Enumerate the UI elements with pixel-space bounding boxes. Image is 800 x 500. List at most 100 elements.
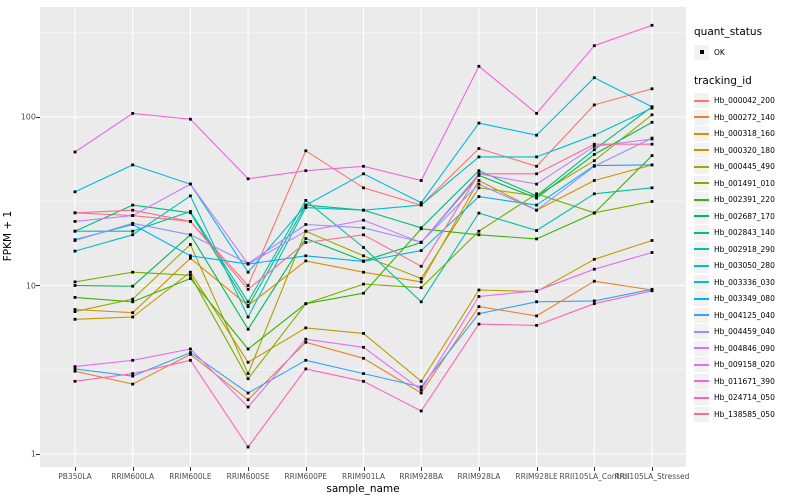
data-point xyxy=(131,163,135,167)
data-point xyxy=(73,308,77,311)
line-swatch-icon xyxy=(694,231,709,234)
data-point xyxy=(131,300,135,304)
data-point xyxy=(304,206,308,209)
data-point xyxy=(246,398,250,402)
data-point xyxy=(131,203,135,207)
data-point xyxy=(592,103,596,107)
data-point xyxy=(535,164,538,168)
data-point xyxy=(246,315,250,319)
legend-key xyxy=(694,192,709,208)
data-point xyxy=(535,300,538,304)
legend-key xyxy=(694,390,709,406)
data-point xyxy=(419,249,423,252)
data-point xyxy=(73,367,77,371)
data-point xyxy=(304,259,308,263)
legend-entry-Hb_003349_080: Hb_003349_080 xyxy=(694,291,798,308)
line-swatch-icon xyxy=(694,264,709,267)
line-swatch-icon xyxy=(694,314,709,317)
x-tick-mark xyxy=(652,467,653,471)
legend-entry-label: Hb_000042_200 xyxy=(714,96,775,106)
data-point xyxy=(592,148,596,152)
legend-entry-Hb_024714_050: Hb_024714_050 xyxy=(694,390,798,407)
data-point xyxy=(477,195,481,198)
x-tick-mark xyxy=(132,467,134,471)
data-point xyxy=(477,174,481,177)
data-point xyxy=(131,208,135,212)
data-point xyxy=(304,149,308,153)
legend-title-tracking-id: tracking_id xyxy=(694,74,752,87)
legend-key xyxy=(694,109,709,125)
data-point xyxy=(131,229,135,233)
legend-key xyxy=(694,142,709,158)
data-point xyxy=(592,211,596,215)
x-tick-label-RRIM600SE: RRIM600SE xyxy=(226,472,270,481)
data-point xyxy=(362,332,365,335)
line-swatch-icon xyxy=(694,215,709,218)
legend-key xyxy=(694,373,709,389)
data-point xyxy=(189,220,192,223)
legend-entry-label: Hb_000445_490 xyxy=(714,162,775,172)
data-point xyxy=(131,284,135,288)
data-point xyxy=(304,229,308,233)
line-swatch-icon xyxy=(694,347,709,350)
data-point xyxy=(246,287,250,291)
legend-key xyxy=(694,93,709,109)
data-point xyxy=(592,164,596,168)
data-point xyxy=(73,369,77,373)
data-point xyxy=(73,229,77,233)
data-point xyxy=(131,315,135,319)
data-point xyxy=(477,229,481,233)
data-point xyxy=(477,169,481,173)
legend-key xyxy=(694,357,709,373)
data-point xyxy=(535,196,538,200)
data-point xyxy=(650,154,654,157)
data-point xyxy=(304,367,308,371)
data-point xyxy=(650,105,654,109)
data-point xyxy=(419,203,423,207)
data-point xyxy=(650,163,654,167)
legend-entry-label: Hb_000320_180 xyxy=(714,145,775,155)
x-tick-label-RRIM928LE: RRIM928LE xyxy=(515,472,558,481)
line-swatch-icon xyxy=(694,198,709,201)
data-point xyxy=(131,112,135,115)
data-point xyxy=(477,305,481,308)
data-point xyxy=(592,299,596,303)
data-point xyxy=(535,194,538,198)
data-point xyxy=(304,169,308,173)
line-swatch-icon xyxy=(694,363,709,366)
x-tick-mark xyxy=(594,467,596,471)
data-point xyxy=(362,186,365,190)
data-point xyxy=(73,220,77,223)
data-point xyxy=(189,270,192,274)
data-point xyxy=(131,358,135,362)
line-swatch-icon xyxy=(694,116,709,119)
x-tick-label-RRII105LA_Control: RRII105LA_Control xyxy=(559,472,630,481)
data-point xyxy=(477,64,481,68)
data-point xyxy=(189,273,192,277)
data-point xyxy=(246,284,250,287)
legend-entry-label: Hb_002918_290 xyxy=(714,244,775,254)
legend-entry-Hb_009158_020: Hb_009158_020 xyxy=(694,357,798,374)
legend-entry-Hb_004459_040: Hb_004459_040 xyxy=(694,324,798,341)
x-tick-label-RRIM928LA: RRIM928LA xyxy=(457,472,501,481)
x-tick-mark xyxy=(75,467,76,471)
x-tick-label-RRIM600PE: RRIM600PE xyxy=(284,472,328,481)
x-tick-mark xyxy=(478,467,480,471)
data-point xyxy=(73,249,77,253)
data-point xyxy=(73,239,77,242)
y-tick-label: 1 xyxy=(30,449,36,459)
data-point xyxy=(362,226,365,230)
legend-entry-Hb_004846_090: Hb_004846_090 xyxy=(694,340,798,357)
data-point xyxy=(131,297,135,301)
line-swatch-icon xyxy=(694,149,709,152)
data-point xyxy=(304,340,308,344)
data-point xyxy=(131,233,135,237)
data-point xyxy=(246,360,250,364)
data-point xyxy=(419,286,423,290)
data-point xyxy=(419,388,423,392)
legend-title-quant-status: quant_status xyxy=(694,26,763,38)
legend-entry-label: Hb_000318_160 xyxy=(714,129,775,139)
data-point xyxy=(419,277,423,280)
y-tick-label: 100 xyxy=(20,112,36,122)
